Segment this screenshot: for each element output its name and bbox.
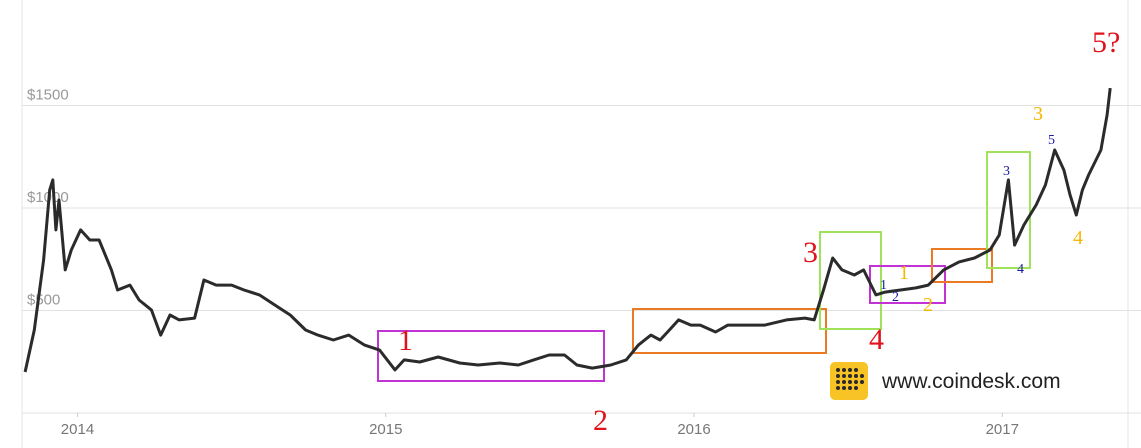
wave-label: 2 — [892, 290, 899, 305]
price-line — [23, 87, 1112, 373]
y-tick-label: $1500 — [27, 87, 69, 104]
wave-label: 3 — [803, 236, 818, 269]
wave-label: 4 — [1073, 227, 1083, 249]
wave-label: 5? — [1092, 26, 1120, 59]
wave-box — [632, 308, 827, 354]
wave-label: 2 — [593, 404, 608, 437]
wave-label: 3 — [1003, 164, 1010, 179]
wave-label: 4 — [869, 323, 884, 356]
wave-label: 1 — [398, 324, 413, 357]
wave-label: 1 — [899, 262, 909, 284]
wave-label: 3 — [1033, 103, 1043, 125]
x-tick-label: 2016 — [677, 421, 710, 438]
x-tick-label: 2017 — [986, 421, 1019, 438]
wave-box — [931, 248, 993, 283]
wave-box — [819, 231, 882, 330]
wave-label: 2 — [923, 294, 933, 316]
y-tick-label: $500 — [27, 292, 60, 309]
wave-box — [986, 151, 1031, 269]
logo-dots — [836, 368, 864, 390]
wave-label: 1 — [880, 278, 887, 293]
wave-box — [377, 330, 605, 382]
x-tick-label: 2014 — [61, 421, 94, 438]
logo: www.coindesk.com — [830, 362, 1061, 400]
watermark: www.coindesk.com — [881, 370, 1061, 393]
wave-label: 5 — [1048, 133, 1055, 148]
x-tick-label: 2015 — [369, 421, 402, 438]
wave-label: 4 — [1017, 262, 1024, 277]
